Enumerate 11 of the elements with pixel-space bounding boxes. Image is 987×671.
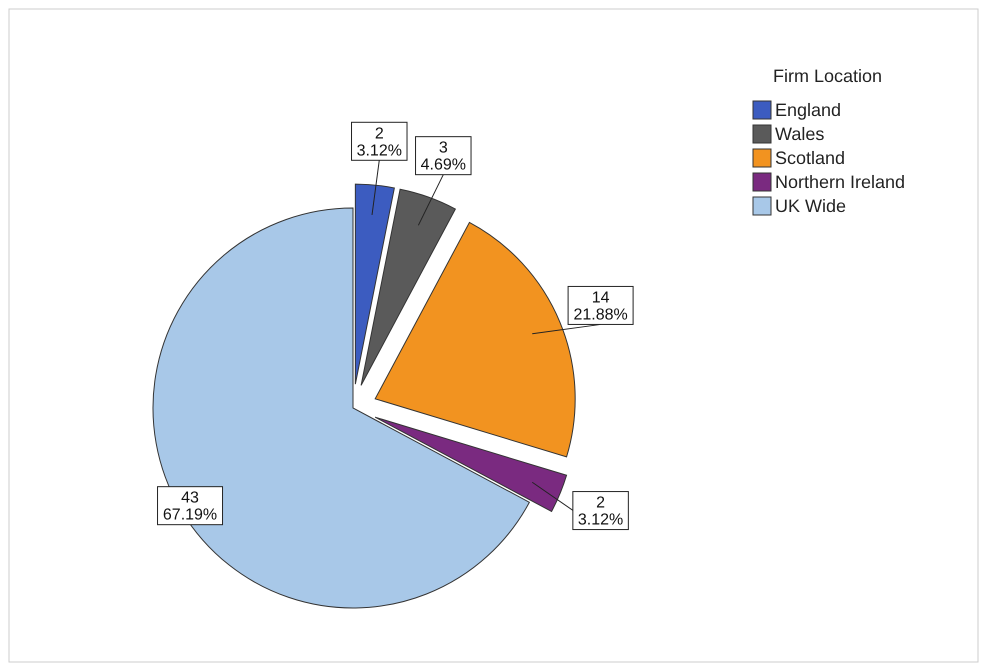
- legend-label: England: [775, 100, 842, 120]
- data-label: 43 67.19%: [162, 490, 218, 524]
- data-label: 2 3.12%: [356, 125, 402, 160]
- legend-label: Scotland: [775, 148, 846, 168]
- data-label: 14 21.88%: [573, 289, 628, 324]
- legend-label: UK Wide: [775, 196, 846, 216]
- legend-title: Firm Location: [773, 66, 882, 86]
- legend-label: Wales: [775, 124, 824, 144]
- data-label: 2 3.12%: [578, 494, 624, 529]
- legend-label: Northern Ireland: [775, 172, 906, 192]
- data-label: 3 4.69%: [420, 140, 466, 174]
